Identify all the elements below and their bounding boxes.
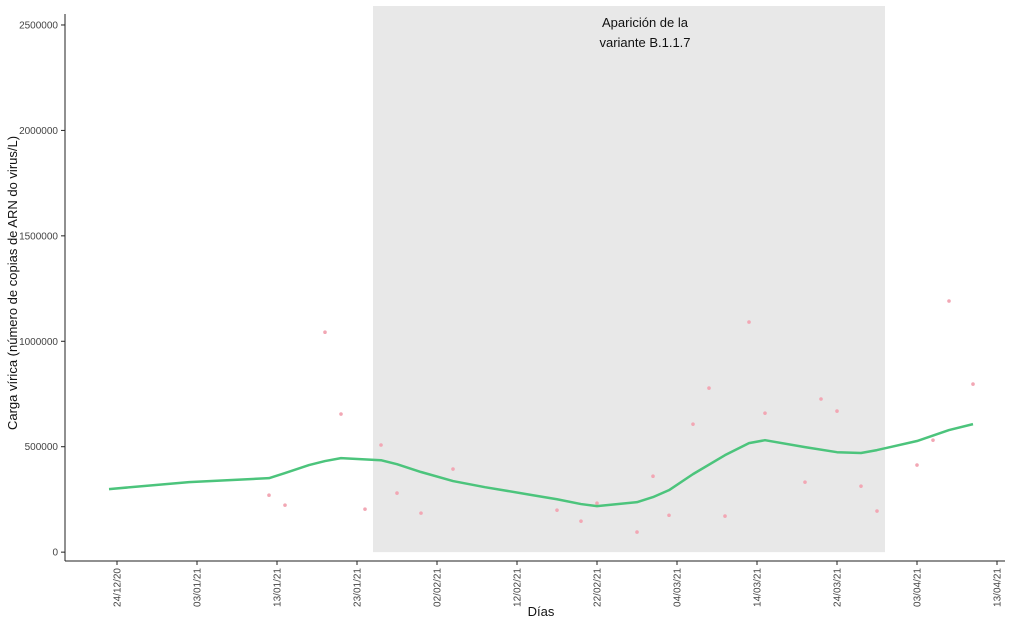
x-axis-title: Días <box>528 604 555 619</box>
data-point <box>835 409 839 413</box>
y-tick-label: 500000 <box>25 442 59 453</box>
data-point <box>667 513 671 518</box>
x-tick-label: 24/12/20 <box>113 568 124 607</box>
data-point <box>707 386 711 390</box>
data-point <box>339 412 343 416</box>
data-point <box>875 509 879 513</box>
x-tick-label: 13/04/21 <box>993 568 1004 607</box>
data-point <box>419 511 423 515</box>
data-point <box>283 503 287 507</box>
highlight-region <box>373 6 885 553</box>
y-tick-label: 1000000 <box>19 337 58 348</box>
x-tick-label: 24/03/21 <box>833 568 844 607</box>
data-point <box>363 507 367 511</box>
y-tick-label: 2000000 <box>19 126 58 137</box>
y-tick-label: 0 <box>52 548 58 559</box>
data-point <box>379 443 383 447</box>
data-point <box>323 330 327 335</box>
data-point <box>635 530 639 534</box>
data-point <box>915 463 919 467</box>
y-tick-label: 1500000 <box>19 231 58 242</box>
x-tick-label: 03/01/21 <box>193 568 204 607</box>
data-point <box>747 320 751 324</box>
data-point <box>803 480 807 484</box>
y-tick-label: 2500000 <box>19 20 58 31</box>
data-point <box>819 397 823 401</box>
x-tick-label: 02/02/21 <box>433 568 444 607</box>
data-point <box>451 467 455 471</box>
data-point <box>947 299 951 303</box>
data-point <box>395 491 399 495</box>
data-point <box>723 514 727 518</box>
data-point <box>267 493 271 498</box>
x-tick-label: 03/04/21 <box>913 568 924 607</box>
data-point <box>651 474 655 479</box>
x-tick-label: 13/01/21 <box>273 568 284 607</box>
data-point <box>595 501 599 506</box>
x-tick-label: 23/01/21 <box>353 568 364 607</box>
data-point <box>971 382 975 386</box>
data-point <box>579 519 583 523</box>
data-point <box>859 484 863 488</box>
annotation: Aparición de la <box>602 15 689 30</box>
data-point <box>691 422 695 426</box>
annotation: variante B.1.1.7 <box>599 35 690 50</box>
trend-line <box>108 422 974 508</box>
x-tick-label: 12/02/21 <box>513 568 524 607</box>
x-tick-label: 14/03/21 <box>753 568 764 607</box>
data-point <box>931 438 935 442</box>
data-point <box>763 411 767 415</box>
y-axis-title: Carga vírica (número de copias de ARN do… <box>5 136 20 430</box>
data-point <box>555 508 559 512</box>
x-tick-label: 04/03/21 <box>673 568 684 607</box>
x-tick-label: 22/02/21 <box>593 568 604 607</box>
